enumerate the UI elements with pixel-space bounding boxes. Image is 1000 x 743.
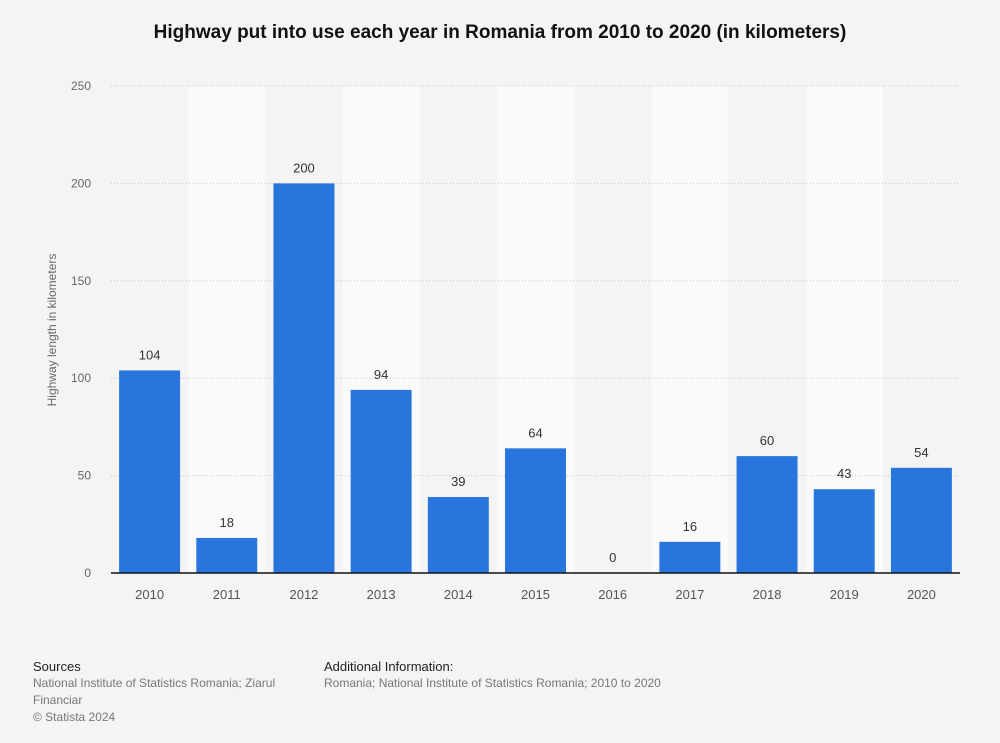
x-tick-label: 2012 xyxy=(289,587,318,602)
additional-info-section: Additional Information: Romania; Nationa… xyxy=(324,658,824,692)
x-tick-label: 2010 xyxy=(135,587,164,602)
bar-2013[interactable] xyxy=(350,389,412,573)
x-tick-label: 2013 xyxy=(367,587,396,602)
category-band xyxy=(651,86,729,573)
data-label: 104 xyxy=(139,347,161,362)
data-label: 18 xyxy=(220,515,234,530)
bar-2014[interactable] xyxy=(427,497,489,573)
y-tick-label: 250 xyxy=(71,79,91,93)
x-axis-ticks: 2010 2011 2012 2013 2014 2015 2016 2017 2018 2019… xyxy=(135,587,936,602)
additional-info-heading: Additional Information: xyxy=(324,659,454,674)
additional-info-text: Romania; National Institute of Statistic… xyxy=(324,676,661,690)
copyright: © Statista 2024 xyxy=(33,710,116,724)
data-label: 39 xyxy=(451,474,465,489)
data-label: 54 xyxy=(914,445,928,460)
bars xyxy=(119,183,952,573)
category-band xyxy=(188,86,266,573)
x-tick-label: 2017 xyxy=(675,587,704,602)
sources-heading: Sources xyxy=(33,659,81,674)
bar-2017[interactable] xyxy=(659,541,721,573)
data-label: 43 xyxy=(837,466,851,481)
data-label: 16 xyxy=(683,519,697,534)
data-labels: 104 18 200 94 39 64 0 16 60 43 54 xyxy=(139,160,929,565)
bar-2019[interactable] xyxy=(813,489,875,573)
bar-2012[interactable] xyxy=(273,183,335,573)
bar-2010[interactable] xyxy=(119,370,181,573)
x-tick-label: 2019 xyxy=(830,587,859,602)
y-tick-label: 200 xyxy=(71,176,91,190)
data-label: 200 xyxy=(293,160,315,175)
data-label: 60 xyxy=(760,433,774,448)
chart-title: Highway put into use each year in Romani… xyxy=(153,22,847,43)
data-label: 0 xyxy=(609,550,616,565)
x-tick-label: 2015 xyxy=(521,587,550,602)
x-tick-label: 2011 xyxy=(213,587,241,602)
x-tick-label: 2020 xyxy=(907,587,936,602)
x-tick-label: 2016 xyxy=(598,587,627,602)
bar-2018[interactable] xyxy=(736,456,798,573)
y-axis-ticks: 0 50 100 150 200 250 xyxy=(71,79,91,580)
sources-text[interactable]: National Institute of Statistics Romania… xyxy=(33,676,276,707)
y-tick-label: 150 xyxy=(71,274,91,288)
y-axis-label: Highway length in kilometers xyxy=(45,253,59,407)
data-label: 94 xyxy=(374,367,388,382)
x-tick-label: 2018 xyxy=(753,587,782,602)
y-tick-label: 100 xyxy=(71,371,91,385)
bar-2020[interactable] xyxy=(890,467,952,573)
data-label: 64 xyxy=(528,425,542,440)
sources-section: Sources National Institute of Statistics… xyxy=(33,658,303,726)
y-tick-label: 0 xyxy=(84,566,91,580)
gridlines xyxy=(111,85,960,477)
bar-2015[interactable] xyxy=(505,448,566,573)
bar-2011[interactable] xyxy=(196,537,258,573)
x-tick-label: 2014 xyxy=(444,587,473,602)
y-tick-label: 50 xyxy=(78,469,92,483)
